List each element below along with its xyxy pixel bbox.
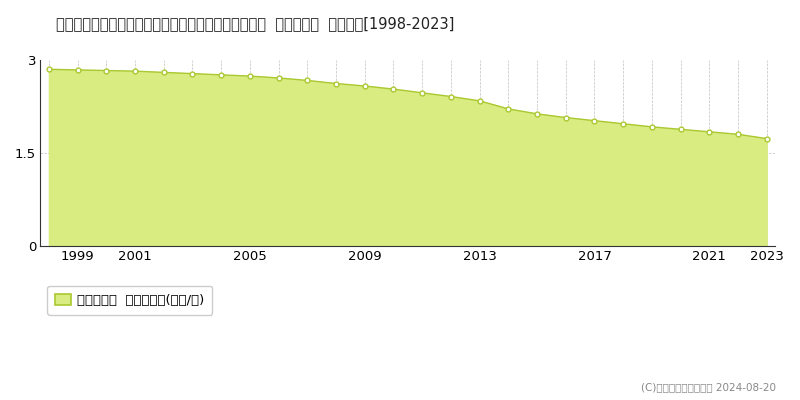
Legend: 基準地価格  平均坪単価(万円/坪): 基準地価格 平均坪単価(万円/坪) xyxy=(47,286,213,315)
Text: 福島県河沼郡柳津町大字細八字根柄巻乙１３８番３３  基準地価格  地価推移[1998-2023]: 福島県河沼郡柳津町大字細八字根柄巻乙１３８番３３ 基準地価格 地価推移[1998… xyxy=(56,16,454,31)
Text: (C)土地価格ドットコム 2024-08-20: (C)土地価格ドットコム 2024-08-20 xyxy=(641,382,776,392)
